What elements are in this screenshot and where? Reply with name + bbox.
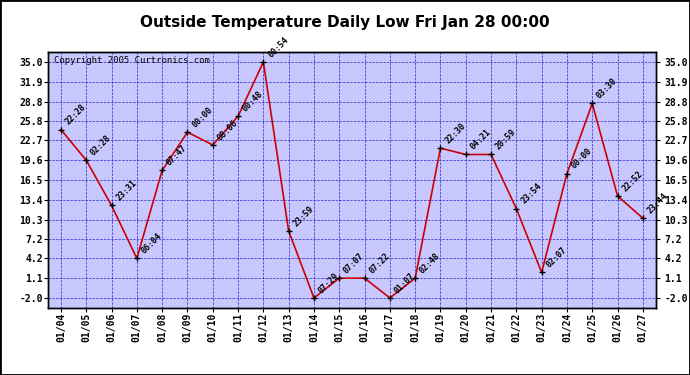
Text: 23:59: 23:59 [291, 204, 315, 228]
Text: 08:06: 08:06 [215, 118, 239, 142]
Text: 06:04: 06:04 [139, 232, 164, 256]
Text: 04:21: 04:21 [469, 128, 493, 152]
Text: 23:31: 23:31 [115, 178, 139, 203]
Text: 00:00: 00:00 [570, 147, 594, 171]
Text: Outside Temperature Daily Low Fri Jan 28 00:00: Outside Temperature Daily Low Fri Jan 28… [140, 15, 550, 30]
Text: 22:28: 22:28 [63, 103, 88, 127]
Text: 07:29: 07:29 [317, 271, 341, 295]
Text: 22:30: 22:30 [443, 121, 467, 146]
Text: 23:54: 23:54 [519, 182, 543, 206]
Text: 07:07: 07:07 [342, 251, 366, 275]
Text: Copyright 2005 Curtronics.com: Copyright 2005 Curtronics.com [55, 56, 210, 65]
Text: 07:47: 07:47 [165, 144, 189, 168]
Text: 07:22: 07:22 [367, 251, 391, 275]
Text: 20:59: 20:59 [494, 128, 518, 152]
Text: 22:52: 22:52 [620, 169, 644, 193]
Text: 02:48: 02:48 [418, 251, 442, 275]
Text: 00:00: 00:00 [190, 105, 215, 129]
Text: 03:30: 03:30 [595, 76, 619, 101]
Text: 00:54: 00:54 [266, 35, 290, 59]
Text: 23:44: 23:44 [646, 191, 670, 216]
Text: 00:48: 00:48 [241, 89, 265, 114]
Text: 01:07: 01:07 [393, 271, 417, 295]
Text: 02:07: 02:07 [544, 246, 569, 270]
Text: 02:28: 02:28 [89, 134, 113, 158]
